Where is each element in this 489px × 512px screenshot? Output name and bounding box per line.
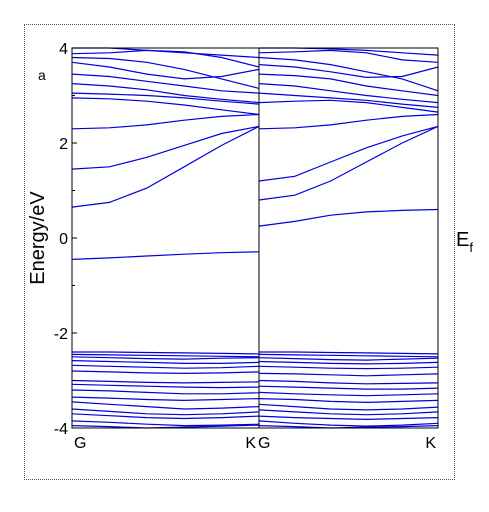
panel-left-band-8	[71, 61, 260, 80]
panel-left-band-15	[71, 360, 260, 364]
y-tick-label-4: 4	[59, 41, 68, 58]
fermi-level-subscript: f	[469, 240, 473, 255]
y-tick-label-0: 0	[59, 231, 68, 248]
panel-left-band-19	[71, 383, 260, 389]
y-axis-label: Energy/eV	[27, 191, 49, 285]
panel-right-band-25	[258, 420, 439, 427]
y-tick-label--4: -4	[54, 421, 68, 438]
panel-tag: a	[38, 67, 46, 83]
x-tick-label-k-right: K	[425, 435, 436, 452]
panel-right-band-7	[258, 73, 439, 97]
panel-right-band-24	[258, 415, 439, 421]
panel-right-band-6	[258, 83, 439, 104]
panel-left-band-25	[71, 420, 260, 427]
panel-left-band-9	[71, 56, 260, 89]
panel-left-band-12	[72, 351, 260, 355]
panel-left-band-6	[71, 83, 260, 104]
x-tick-label-k-left: K	[245, 435, 256, 452]
panel-right-band-19	[258, 385, 439, 390]
panel-right-band-17	[258, 372, 439, 377]
panel-left-band-17	[71, 370, 260, 375]
panel-right-band-20	[258, 391, 439, 397]
x-tick-label-g-left: G	[74, 435, 86, 452]
panel-right-band-13	[258, 353, 439, 358]
panel-left-band-1	[71, 125, 260, 208]
panel-right-band-2	[258, 125, 439, 182]
panel-right-band-10	[258, 49, 439, 63]
panel-right-band-5	[258, 92, 439, 108]
panel-left-band-5	[71, 92, 260, 105]
panel-right-band-22	[258, 403, 439, 411]
panel-right-band-1	[258, 125, 439, 201]
x-tick-label-g-right: G	[258, 435, 270, 452]
figure-frame	[24, 24, 455, 480]
ticks-layer: 4 2 0 -2 -4	[54, 41, 77, 438]
bands-layer	[71, 47, 439, 429]
panel-right-band-18	[258, 379, 439, 385]
panel-right-band-14	[258, 357, 439, 361]
panel-left-band-20	[71, 389, 260, 395]
panel-right-band-9	[258, 56, 439, 92]
panel-left-band-3	[71, 113, 260, 130]
panel-right-band-3	[258, 113, 439, 130]
panel-left-band-18	[71, 379, 260, 384]
panel-left-band-14	[71, 356, 260, 360]
panel-right-band-0	[258, 208, 439, 227]
panel-right-band-12	[259, 351, 439, 355]
panel-left-band-13	[71, 353, 260, 358]
panel-left-band-2	[71, 125, 260, 170]
panel-left-band-22	[71, 401, 260, 410]
panel-left-band-16	[71, 364, 260, 369]
y-tick-label--2: -2	[54, 326, 68, 343]
panel-left-band-23	[71, 408, 260, 416]
panel-right-band-16	[258, 365, 439, 370]
panel-left-band-21	[71, 396, 260, 402]
panel-right-band-8	[258, 64, 439, 79]
panel-left-band-24	[71, 413, 260, 420]
fermi-level-label: Ef	[456, 229, 473, 255]
fermi-level-symbol: E	[456, 229, 469, 251]
panel-right-band-23	[258, 409, 439, 416]
panel-left-band-7	[71, 73, 260, 94]
panel-left-band-4	[71, 97, 260, 116]
y-tick-label-2: 2	[59, 136, 68, 153]
panel-right-band-4	[258, 99, 439, 113]
panel-right-band-21	[258, 398, 439, 404]
panel-left-band-0	[71, 251, 260, 260]
panel-right-band-15	[258, 360, 439, 365]
